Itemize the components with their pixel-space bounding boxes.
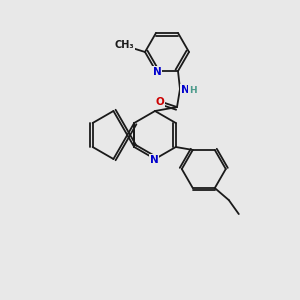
Text: CH₃: CH₃ bbox=[114, 40, 134, 50]
Text: H: H bbox=[189, 85, 197, 94]
Text: N: N bbox=[153, 67, 161, 77]
Text: N: N bbox=[181, 85, 189, 95]
Text: N: N bbox=[150, 155, 158, 165]
Text: O: O bbox=[156, 97, 164, 107]
